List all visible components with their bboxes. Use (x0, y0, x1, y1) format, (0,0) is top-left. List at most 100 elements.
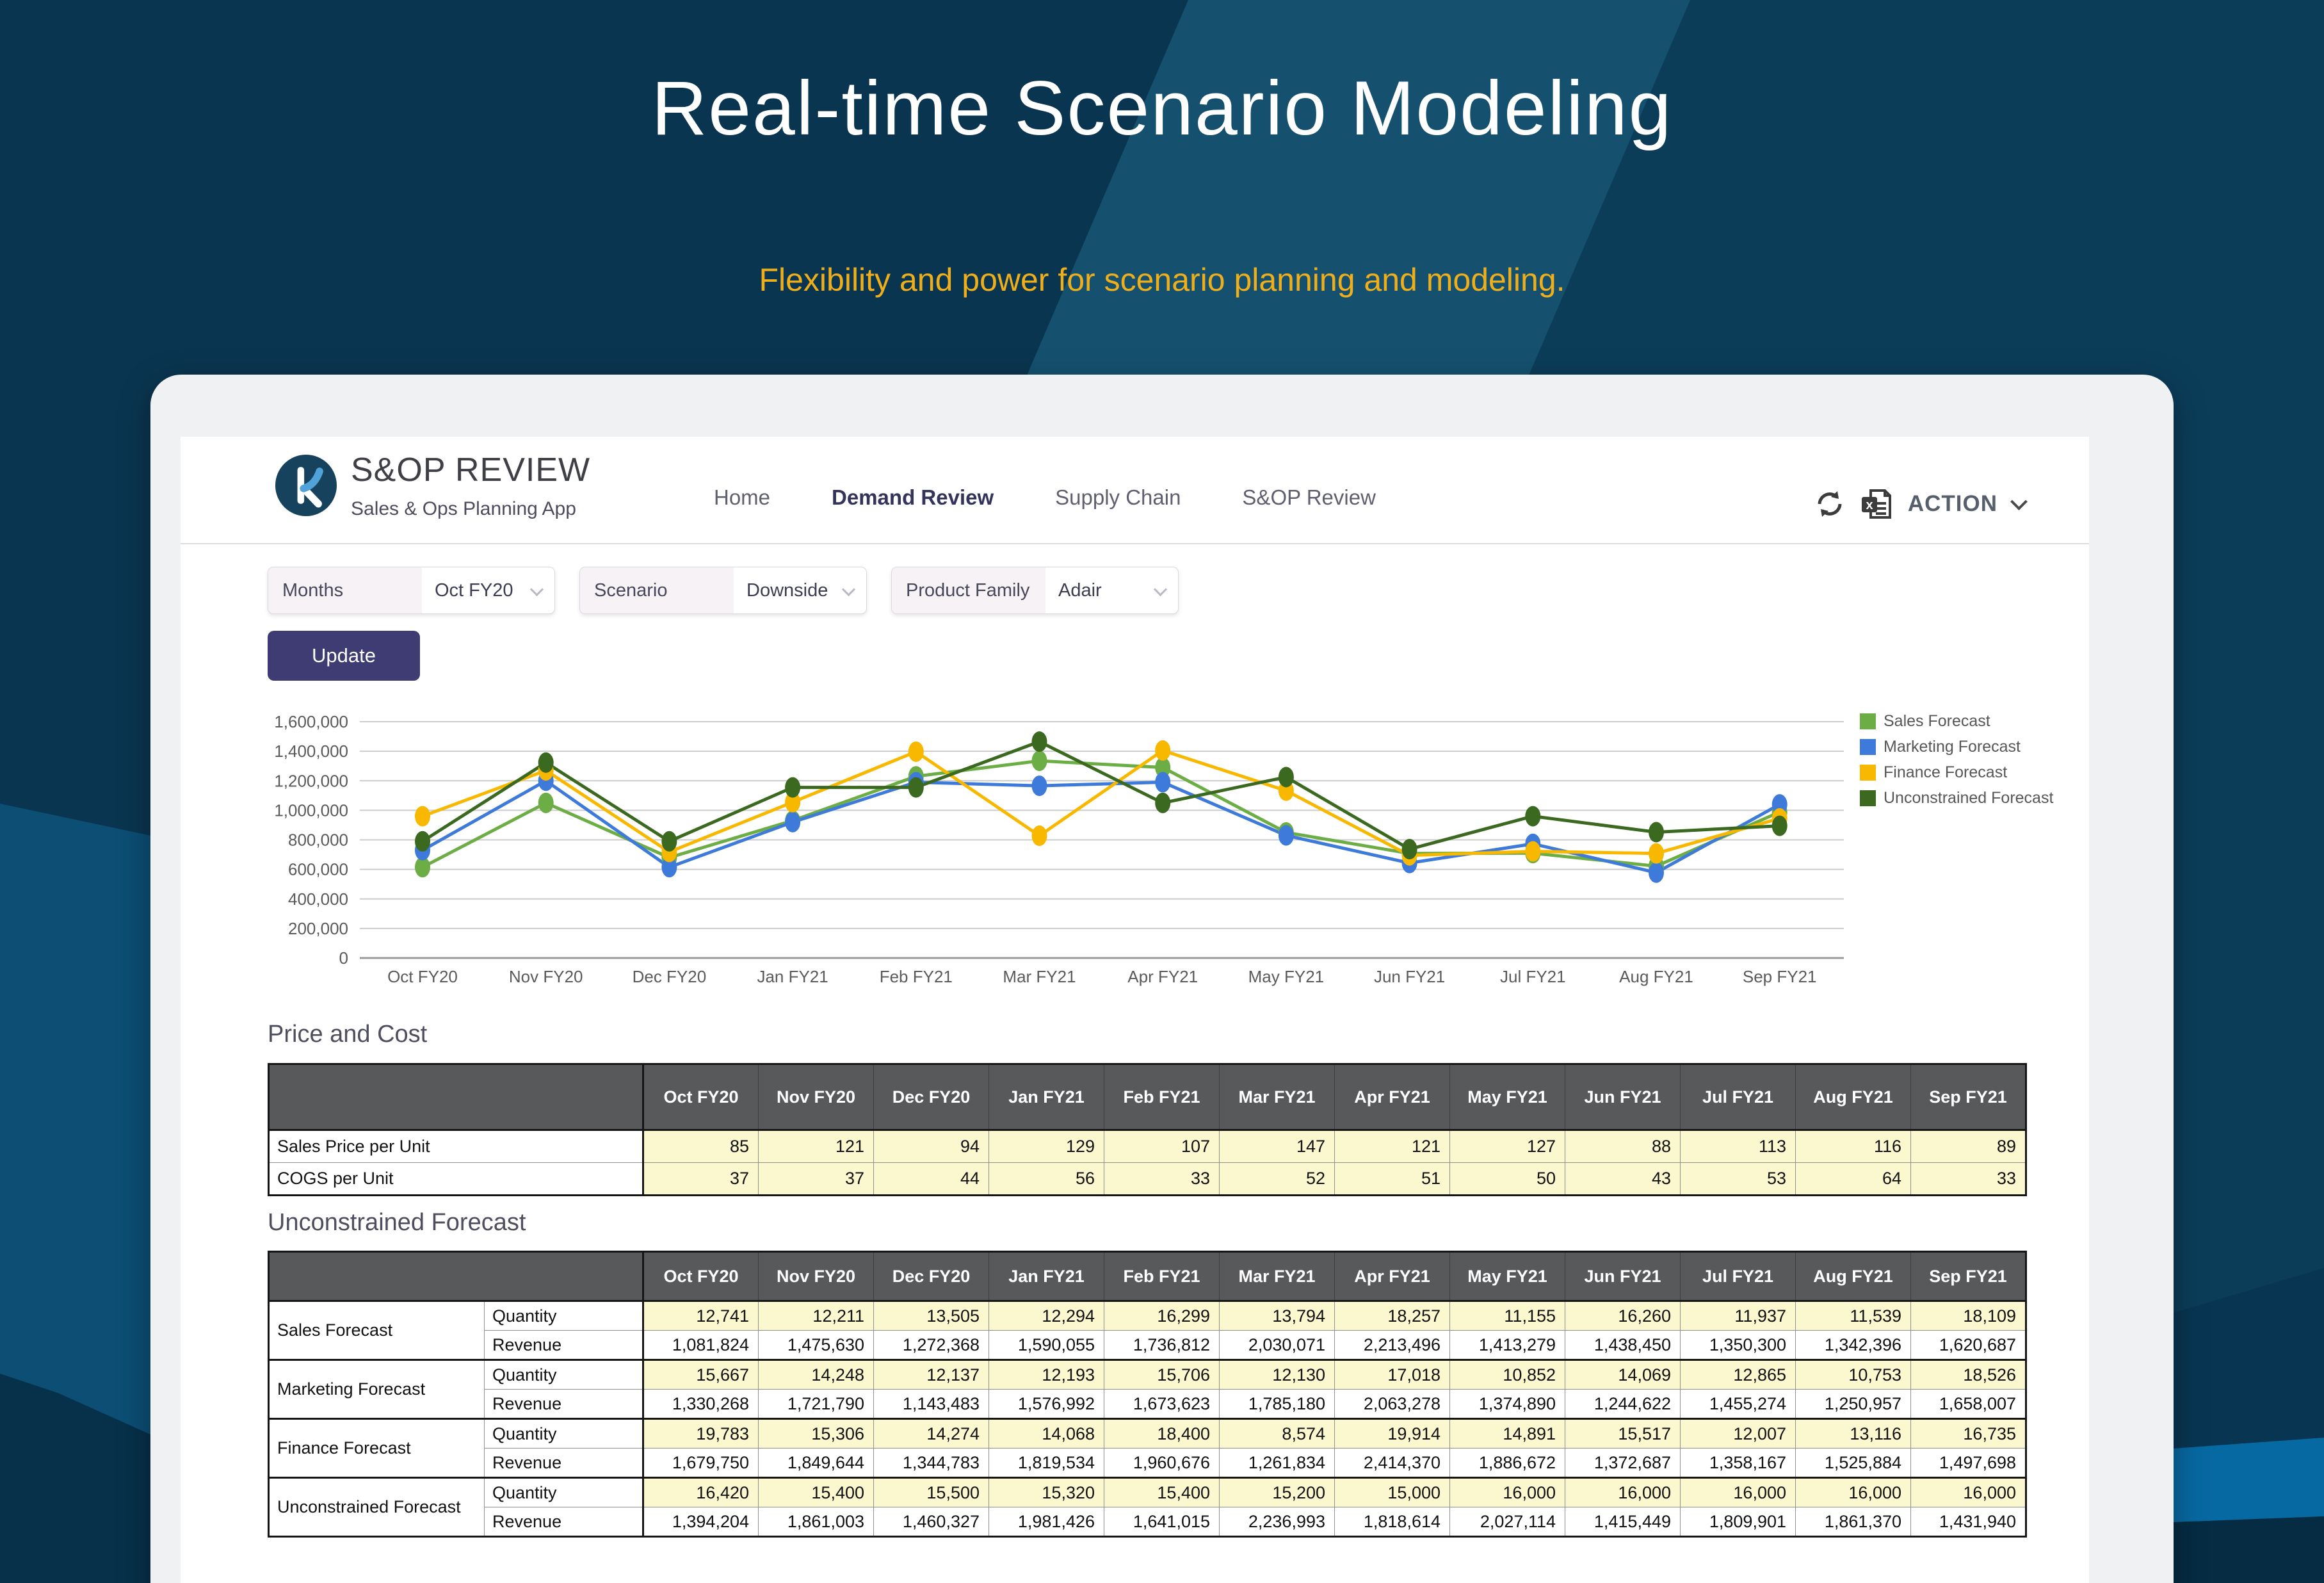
action-menu-button[interactable]: x ACTION (1814, 488, 2028, 520)
editable-cell[interactable]: 12,741 (642, 1300, 759, 1331)
nav-item-demand-review[interactable]: Demand Review (832, 485, 994, 509)
editable-cell[interactable]: 43 (1565, 1162, 1681, 1196)
editable-cell[interactable]: 18,257 (1334, 1300, 1450, 1331)
editable-cell[interactable]: 14,891 (1449, 1418, 1565, 1449)
editable-cell[interactable]: 37 (642, 1162, 759, 1196)
editable-cell[interactable]: 15,320 (989, 1477, 1104, 1507)
group-row-label: Marketing Forecast (268, 1359, 485, 1419)
editable-cell[interactable]: 33 (1104, 1162, 1220, 1196)
editable-cell[interactable]: 85 (642, 1130, 759, 1163)
editable-cell[interactable]: 13,116 (1795, 1418, 1911, 1449)
editable-cell[interactable]: 16,000 (1795, 1477, 1911, 1507)
editable-cell[interactable]: 88 (1565, 1130, 1681, 1163)
editable-cell[interactable]: 12,007 (1680, 1418, 1796, 1449)
editable-cell[interactable]: 10,852 (1449, 1359, 1565, 1390)
editable-cell[interactable]: 12,865 (1680, 1359, 1796, 1390)
group-row-label: Sales Forecast (268, 1300, 485, 1360)
editable-cell[interactable]: 16,735 (1910, 1418, 2026, 1449)
editable-cell[interactable]: 16,000 (1565, 1477, 1681, 1507)
editable-cell[interactable]: 52 (1219, 1162, 1335, 1196)
editable-cell[interactable]: 16,000 (1680, 1477, 1796, 1507)
editable-cell[interactable]: 129 (989, 1130, 1104, 1163)
editable-cell[interactable]: 15,706 (1104, 1359, 1220, 1390)
editable-cell[interactable]: 15,400 (1104, 1477, 1220, 1507)
filter-scenario[interactable]: Scenario Downside (579, 567, 867, 614)
editable-cell[interactable]: 53 (1680, 1162, 1796, 1196)
sub-row-label: Revenue (484, 1389, 643, 1419)
editable-cell[interactable]: 37 (758, 1162, 874, 1196)
editable-cell[interactable]: 33 (1910, 1162, 2026, 1196)
editable-cell[interactable]: 56 (989, 1162, 1104, 1196)
editable-cell[interactable]: 12,211 (758, 1300, 874, 1331)
legend-swatch (1860, 790, 1876, 806)
brand-name: S&OP REVIEW (351, 451, 591, 489)
editable-cell[interactable]: 16,000 (1910, 1477, 2026, 1507)
group-row-label: Finance Forecast (268, 1418, 485, 1478)
nav-item-supply-chain[interactable]: Supply Chain (1055, 485, 1181, 509)
editable-cell[interactable]: 94 (873, 1130, 989, 1163)
editable-cell[interactable]: 127 (1449, 1130, 1565, 1163)
editable-cell[interactable]: 19,783 (642, 1418, 759, 1449)
editable-cell[interactable]: 15,400 (758, 1477, 874, 1507)
update-button[interactable]: Update (268, 631, 420, 681)
editable-cell[interactable]: 107 (1104, 1130, 1220, 1163)
editable-cell[interactable]: 11,539 (1795, 1300, 1911, 1331)
editable-cell[interactable]: 19,914 (1334, 1418, 1450, 1449)
refresh-icon[interactable] (1814, 489, 1845, 519)
editable-cell[interactable]: 121 (1334, 1130, 1450, 1163)
editable-cell[interactable]: 12,294 (989, 1300, 1104, 1331)
editable-cell[interactable]: 10,753 (1795, 1359, 1911, 1390)
column-header: Dec FY20 (873, 1251, 989, 1301)
editable-cell[interactable]: 16,000 (1449, 1477, 1565, 1507)
data-point-unconstrained-forecast (538, 752, 554, 773)
filter-product-family[interactable]: Product Family Adair (891, 567, 1179, 614)
editable-cell[interactable]: 11,155 (1449, 1300, 1565, 1331)
editable-cell[interactable]: 16,420 (642, 1477, 759, 1507)
editable-cell[interactable]: 50 (1449, 1162, 1565, 1196)
value-cell: 1,849,644 (758, 1448, 874, 1478)
editable-cell[interactable]: 44 (873, 1162, 989, 1196)
editable-cell[interactable]: 15,500 (873, 1477, 989, 1507)
editable-cell[interactable]: 16,260 (1565, 1300, 1681, 1331)
editable-cell[interactable]: 14,069 (1565, 1359, 1681, 1390)
editable-cell[interactable]: 11,937 (1680, 1300, 1796, 1331)
editable-cell[interactable]: 15,517 (1565, 1418, 1681, 1449)
editable-cell[interactable]: 16,299 (1104, 1300, 1220, 1331)
editable-cell[interactable]: 64 (1795, 1162, 1911, 1196)
editable-cell[interactable]: 15,667 (642, 1359, 759, 1390)
filter-months[interactable]: Months Oct FY20 (268, 567, 555, 614)
editable-cell[interactable]: 12,130 (1219, 1359, 1335, 1390)
editable-cell[interactable]: 13,794 (1219, 1300, 1335, 1331)
hero-banner: Real-time Scenario Modeling Flexibility … (0, 0, 2324, 359)
editable-cell[interactable]: 8,574 (1219, 1418, 1335, 1449)
editable-cell[interactable]: 18,109 (1910, 1300, 2026, 1331)
nav-item-home[interactable]: Home (714, 485, 771, 509)
editable-cell[interactable]: 147 (1219, 1130, 1335, 1163)
editable-cell[interactable]: 14,248 (758, 1359, 874, 1390)
nav-item-s-op-review[interactable]: S&OP Review (1242, 485, 1376, 509)
editable-cell[interactable]: 116 (1795, 1130, 1911, 1163)
sub-row-label: Revenue (484, 1330, 643, 1360)
column-header: Mar FY21 (1219, 1251, 1335, 1301)
editable-cell[interactable]: 15,200 (1219, 1477, 1335, 1507)
editable-cell[interactable]: 14,068 (989, 1418, 1104, 1449)
editable-cell[interactable]: 51 (1334, 1162, 1450, 1196)
editable-cell[interactable]: 13,505 (873, 1300, 989, 1331)
data-point-marketing-forecast (1155, 772, 1171, 793)
editable-cell[interactable]: 15,000 (1334, 1477, 1450, 1507)
editable-cell[interactable]: 113 (1680, 1130, 1796, 1163)
filter-label: Scenario (580, 567, 734, 613)
editable-cell[interactable]: 121 (758, 1130, 874, 1163)
editable-cell[interactable]: 12,137 (873, 1359, 989, 1390)
editable-cell[interactable]: 89 (1910, 1130, 2026, 1163)
editable-cell[interactable]: 18,400 (1104, 1418, 1220, 1449)
data-point-unconstrained-forecast (1649, 822, 1664, 843)
editable-cell[interactable]: 18,526 (1910, 1359, 2026, 1390)
editable-cell[interactable]: 17,018 (1334, 1359, 1450, 1390)
value-cell: 1,576,992 (989, 1389, 1104, 1419)
editable-cell[interactable]: 12,193 (989, 1359, 1104, 1390)
excel-export-icon[interactable]: x (1860, 488, 1892, 520)
editable-cell[interactable]: 14,274 (873, 1418, 989, 1449)
editable-cell[interactable]: 15,306 (758, 1418, 874, 1449)
